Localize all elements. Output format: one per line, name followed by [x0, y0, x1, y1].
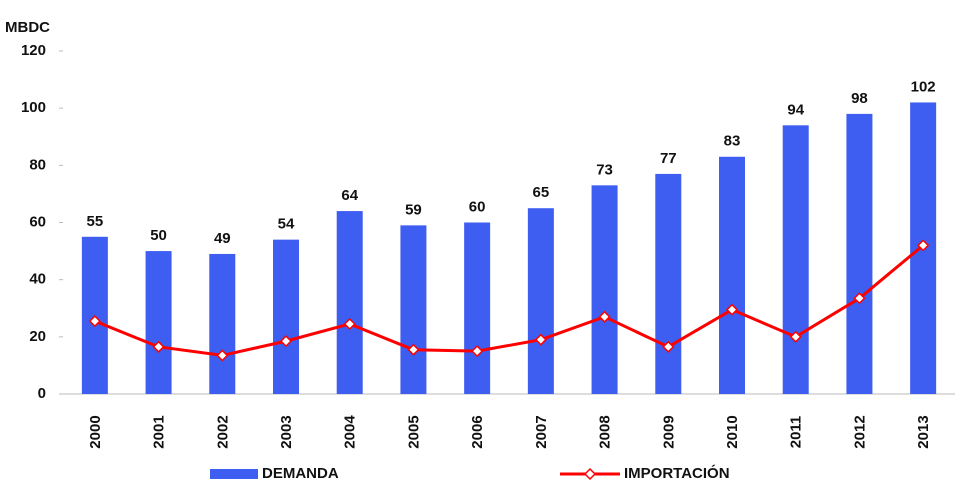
- bar: [782, 125, 809, 395]
- line-marker: [279, 335, 293, 348]
- bar: [719, 156, 745, 394]
- bar: [145, 251, 172, 394]
- bar: [273, 239, 299, 394]
- x-tick-label: 2002: [214, 415, 231, 448]
- line-marker: [853, 292, 866, 305]
- y-tick-label: 20: [29, 328, 46, 345]
- data-label: 73: [596, 161, 613, 178]
- line-marker: [662, 340, 675, 353]
- x-tick-label: 2007: [533, 415, 550, 448]
- line-marker: [343, 317, 356, 331]
- x-tick-label: 2003: [278, 415, 295, 448]
- bar: [846, 113, 873, 394]
- data-label: 77: [660, 150, 677, 167]
- bar: [464, 222, 491, 394]
- x-tick-label: 2010: [724, 415, 741, 448]
- x-tick-label: 2013: [915, 415, 932, 448]
- bar: [655, 173, 682, 394]
- line-marker: [789, 330, 802, 343]
- x-tick-label: 2004: [342, 415, 359, 449]
- y-tick-label: 60: [29, 213, 46, 230]
- y-tick-label: 120: [21, 42, 46, 59]
- data-label: 83: [724, 133, 741, 150]
- bar: [336, 211, 363, 394]
- bar: [527, 208, 554, 394]
- x-tick-label: 2009: [660, 415, 677, 448]
- line-marker: [152, 340, 165, 353]
- legend-label: IMPORTACIÓN: [624, 464, 730, 482]
- line-marker: [88, 315, 101, 328]
- line-marker: [725, 303, 739, 316]
- line-marker: [471, 345, 484, 358]
- x-tick-label: 2006: [469, 415, 486, 448]
- data-label: 98: [851, 90, 868, 107]
- legend-swatch: [210, 469, 258, 479]
- y-tick-label: 0: [38, 385, 46, 402]
- data-label: 102: [911, 78, 936, 95]
- legend-label: DEMANDA: [262, 465, 339, 482]
- x-tick-label: 2012: [851, 415, 868, 448]
- bar: [400, 225, 427, 394]
- data-label: 64: [341, 187, 358, 204]
- line-marker: [917, 239, 930, 252]
- x-tick-label: 2011: [788, 416, 805, 449]
- line-marker: [598, 310, 611, 323]
- data-label: 60: [469, 198, 486, 215]
- data-label: 50: [150, 227, 167, 244]
- line-marker: [216, 349, 229, 362]
- data-label: 54: [278, 216, 295, 233]
- x-tick-label: 2001: [151, 415, 168, 448]
- data-label: 94: [787, 101, 804, 118]
- data-label: 65: [533, 184, 550, 201]
- y-tick-label: 80: [29, 156, 46, 173]
- bar: [209, 253, 236, 394]
- y-axis-label: MBDC: [5, 19, 50, 36]
- x-tick-label: 2008: [597, 415, 614, 448]
- y-tick-label: 40: [29, 271, 46, 288]
- line-marker: [534, 333, 547, 346]
- data-label: 59: [405, 201, 422, 218]
- bar: [591, 185, 618, 394]
- x-tick-label: 2000: [87, 415, 104, 448]
- line: [94, 244, 925, 357]
- legend-marker: [583, 467, 597, 481]
- x-tick-label: 2005: [405, 415, 422, 448]
- data-label: 49: [214, 230, 231, 247]
- data-label: 55: [87, 213, 104, 230]
- y-tick-label: 100: [21, 99, 46, 116]
- line-marker: [407, 343, 420, 356]
